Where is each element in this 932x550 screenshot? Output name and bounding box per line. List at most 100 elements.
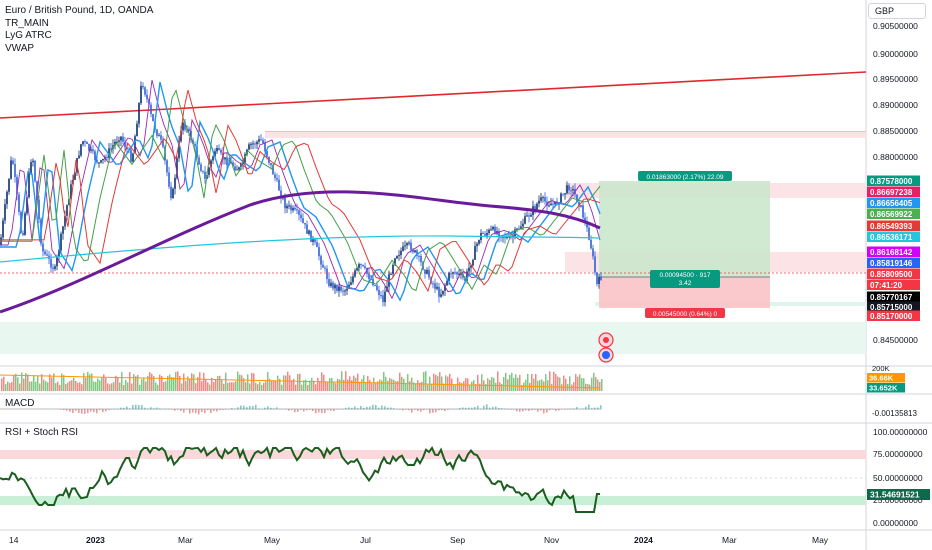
volume-bar: [109, 384, 111, 391]
volume-bar: [291, 380, 293, 391]
position-target-zone[interactable]: [599, 181, 770, 277]
candle-body: [62, 226, 64, 234]
volume-bar: [515, 374, 517, 391]
volume-badge-text: 36.66K: [869, 374, 894, 383]
candle-body: [110, 148, 112, 150]
candle-body: [314, 239, 316, 242]
volume-bar: [583, 378, 585, 391]
price-badge-text: 0.86656405: [870, 199, 913, 208]
candle-body: [446, 280, 448, 286]
volume-badge: [867, 373, 905, 383]
volume-bar: [335, 383, 337, 391]
volume-bar: [377, 381, 379, 391]
volume-bar: [209, 384, 211, 391]
candle-body: [120, 136, 122, 141]
position-entry-label-box[interactable]: [650, 270, 720, 288]
candle-body: [30, 162, 32, 174]
volume-bar: [267, 371, 269, 391]
candle-body: [226, 157, 228, 166]
volume-bar: [43, 379, 45, 391]
candle-body: [60, 233, 62, 251]
candle-body: [358, 264, 360, 268]
supply-zone-upper[interactable]: [265, 131, 866, 138]
volume-axis-label: 200K: [872, 364, 890, 373]
volume-bar: [97, 378, 99, 391]
macd-bar: [132, 404, 134, 410]
macd-bar: [423, 409, 425, 411]
candle-body: [524, 216, 526, 224]
candle-body: [368, 273, 370, 279]
candle-body: [420, 256, 422, 263]
candle-body: [292, 207, 294, 211]
macd-bar: [354, 406, 356, 410]
candle-body: [308, 230, 310, 234]
candle-body: [192, 139, 194, 144]
candle-body: [580, 205, 582, 207]
candle-body: [364, 266, 366, 269]
macd-bar: [414, 409, 416, 410]
demand-zone[interactable]: [0, 322, 866, 354]
volume-bar: [37, 375, 39, 391]
candle-body: [464, 277, 466, 281]
volume-bar: [497, 371, 499, 391]
time-axis[interactable]: 14 2023 Mar May Jul Sep Nov 2024 Mar May: [9, 535, 829, 545]
volume-bar: [141, 379, 143, 391]
currency-selector[interactable]: GBP: [868, 3, 926, 19]
candle-body: [82, 141, 84, 145]
volume-bar: [441, 376, 443, 391]
volume-bar: [435, 374, 437, 391]
volume-bar: [101, 377, 103, 391]
macd-bar: [195, 409, 197, 414]
candle-body: [194, 143, 196, 147]
macd-bar: [390, 407, 392, 410]
macd-bar: [432, 409, 434, 413]
volume-bar: [23, 378, 25, 391]
volume-bar: [593, 372, 595, 391]
macd-bar: [471, 407, 473, 410]
macd-bar: [549, 409, 551, 411]
candle-body: [520, 226, 522, 230]
macd-bar: [78, 409, 80, 414]
macd-bar: [84, 409, 86, 414]
macd-bar: [561, 409, 563, 410]
macd-bar: [444, 409, 446, 412]
symbol-title[interactable]: Euro / British Pound, 1D, OANDA: [5, 5, 154, 16]
indicator-vwap[interactable]: VWAP: [5, 42, 35, 54]
candle-body: [248, 144, 250, 150]
candle-body: [516, 228, 518, 230]
candle-body: [312, 239, 314, 242]
indicator-tr-main[interactable]: TR_MAIN: [5, 17, 49, 29]
volume-bar: [461, 382, 463, 391]
macd-bar: [450, 409, 452, 410]
volume-bar: [537, 380, 539, 391]
volume-bar: [25, 373, 27, 391]
macd-bar: [291, 409, 293, 411]
volume-bar: [167, 375, 169, 391]
candle-body: [118, 140, 120, 142]
candle-body: [152, 114, 154, 122]
position-target-label-box[interactable]: [638, 171, 732, 181]
price-badge: [867, 291, 920, 302]
position-stop-label-box[interactable]: [645, 308, 725, 318]
candle-body: [360, 264, 362, 266]
volume-bar: [81, 384, 83, 391]
indicator-lyg-atrc[interactable]: LyG ATRC: [5, 30, 52, 41]
macd-bar: [426, 409, 428, 410]
volume-bar: [271, 380, 273, 391]
volume-bar: [135, 376, 137, 391]
trend-line[interactable]: [0, 71, 867, 119]
candle-body: [302, 218, 304, 223]
macd-bar: [597, 407, 599, 410]
volume-bar: [509, 374, 511, 391]
candle-body: [204, 171, 206, 179]
price-badge: [867, 268, 920, 279]
vwap-line: [0, 235, 601, 263]
price-badge-text: 0.86549393: [870, 222, 913, 231]
candle-body: [458, 273, 460, 275]
volume-bar: [127, 382, 129, 391]
candle-body: [158, 135, 160, 137]
candle-body: [122, 136, 124, 142]
